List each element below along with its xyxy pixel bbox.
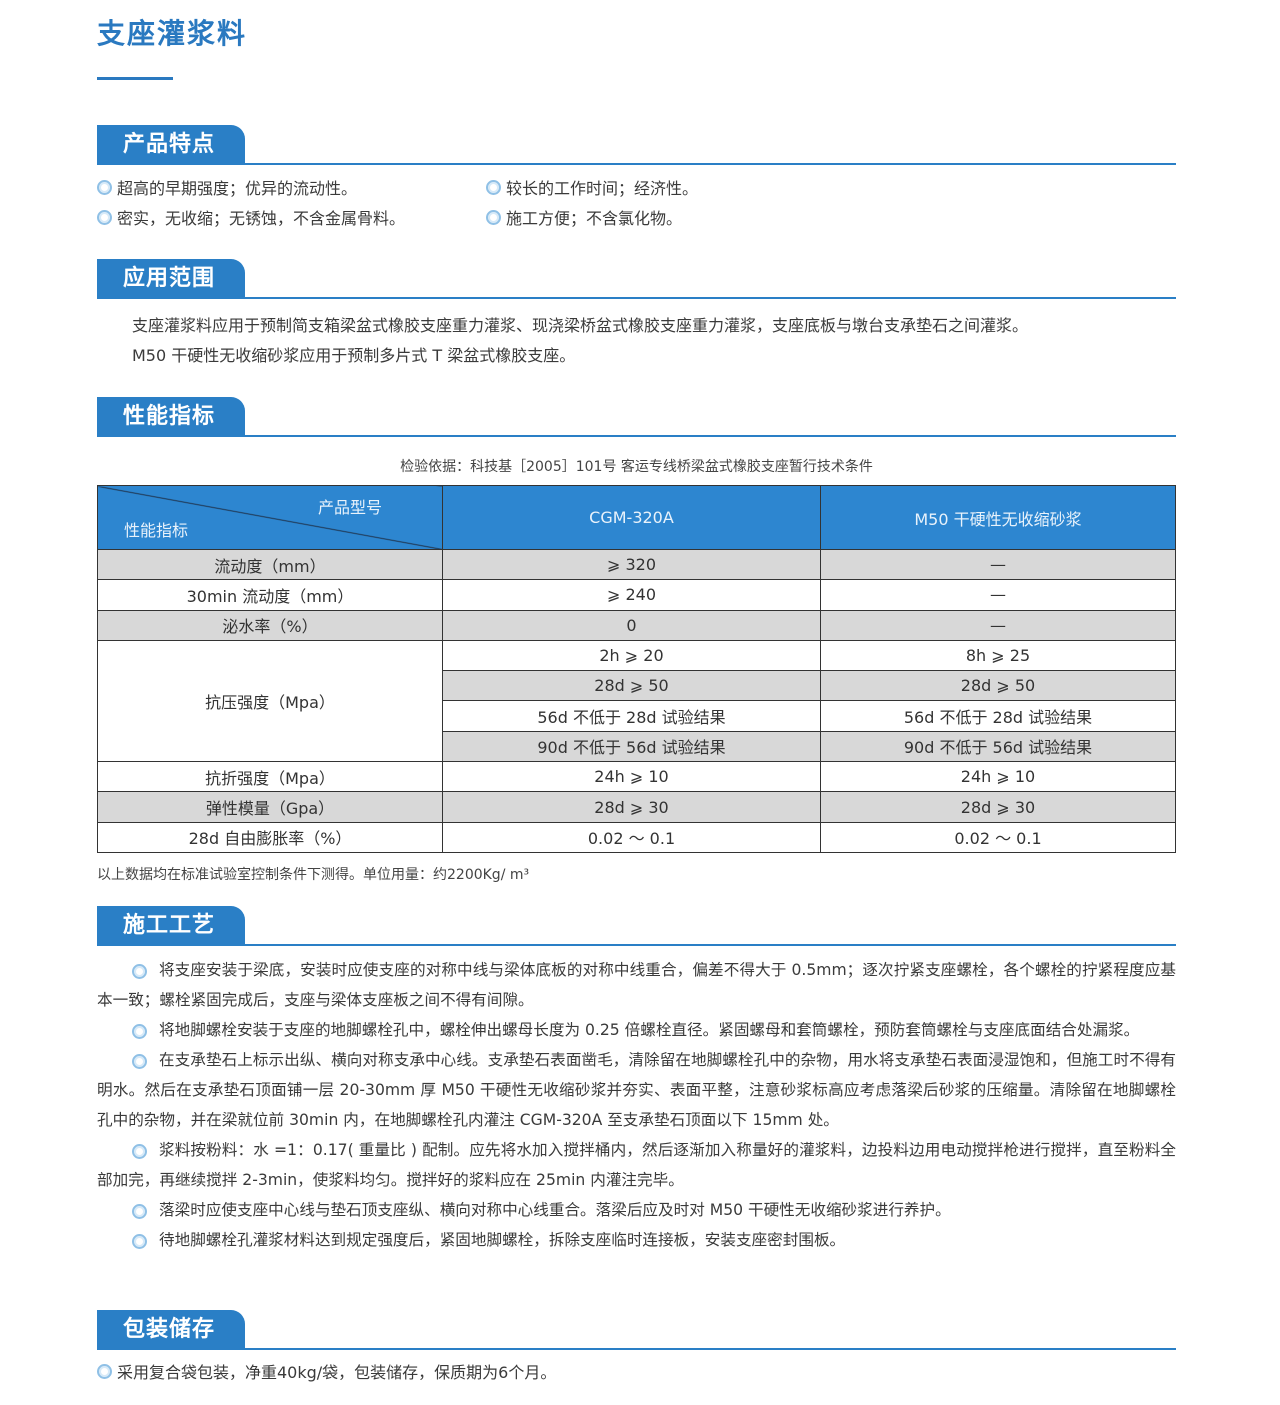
table-cell: 28d 自由膨胀率（%） <box>97 821 443 853</box>
table-row: 30min 流动度（mm） ⩾ 240— <box>97 579 1176 611</box>
table-cell: — <box>820 609 1176 641</box>
table-cell: 0 <box>442 609 821 641</box>
table-cell: 弹性模量（Gpa） <box>97 791 443 823</box>
process-step: 在支承垫石上标示出纵、横向对称支承中心线。支承垫石表面凿毛，清除留在地脚螺栓孔中… <box>97 1045 1176 1135</box>
table-row: 抗折强度（Mpa） 24h ⩾ 10 24h ⩾ 10 <box>97 761 1176 793</box>
table-cell: 抗压强度（Mpa） <box>97 639 443 763</box>
table-row: 流动度（mm） ⩾ 320— <box>97 548 1176 581</box>
table-cell: 30min 流动度（mm） <box>97 579 443 611</box>
table-cell: ⩾ 240 <box>442 579 821 611</box>
table-footnote: 以上数据均在标准试验室控制条件下测得。单位用量：约2200Kg/ m³ <box>97 867 530 883</box>
table-row: 抗压强度（Mpa） 2h ⩾ 20 8h ⩾ 25 <box>97 639 1176 763</box>
table-cell: 2h ⩾ 20 <box>442 639 821 672</box>
table-cell: 56d 不低于 28d 试验结果 <box>442 700 821 732</box>
column-header: CGM-320A <box>442 485 821 550</box>
table-cell: 56d 不低于 28d 试验结果 <box>820 700 1176 732</box>
process-step: 待地脚螺栓孔灌浆材料达到规定强度后，紧固地脚螺栓，拆除支座临时连接板，安装支座密… <box>97 1225 1176 1255</box>
table-cell: 28d ⩾ 30 <box>820 791 1176 823</box>
section-title: 产品特点 <box>97 125 245 163</box>
feature-item: 较长的工作时间；经济性。 <box>486 174 698 204</box>
table-cell: 流动度（mm） <box>97 548 443 581</box>
process-step: 浆料按粉料：水 =1：0.17( 重量比 ) 配制。应先将水加入搅拌桶内，然后逐… <box>97 1135 1176 1195</box>
performance-table: 产品型号 性能指标 CGM-320A M50 干硬性无收缩砂浆 流动度（mm） ⩾ … <box>97 485 1176 853</box>
table-cell: 24h ⩾ 10 <box>442 761 821 793</box>
section-title: 应用范围 <box>97 259 245 297</box>
table-cell: 产品型号 性能指标 CGM-320A M50 干硬性无收缩砂浆 <box>97 485 1176 550</box>
table-cell: 28d ⩾ 50 <box>820 670 1176 702</box>
section-title: 性能指标 <box>97 397 245 435</box>
table-cell: 90d 不低于 56d 试验结果 <box>442 730 821 763</box>
table-cell: 泌水率（%） <box>97 609 443 641</box>
scope-line: 支座灌浆料应用于预制简支箱梁盆式橡胶支座重力灌浆、现浇梁桥盆式橡胶支座重力灌浆，… <box>132 316 1029 335</box>
table-cell: 28d ⩾ 30 <box>442 791 821 823</box>
table-cell: ⩾ 320 <box>442 548 821 581</box>
table-cell: 28d ⩾ 50 <box>442 670 821 702</box>
section-title: 包装储存 <box>97 1310 245 1348</box>
section-header-process: 施工工艺 <box>97 906 1176 946</box>
section-header-scope: 应用范围 <box>97 259 1176 299</box>
section-header-features: 产品特点 <box>97 125 1176 165</box>
table-cell: 90d 不低于 56d 试验结果 <box>820 730 1176 763</box>
table-row: 28d ⩾ 50 28d ⩾ 50 <box>98 670 1176 702</box>
column-header: M50 干硬性无收缩砂浆 <box>820 485 1176 550</box>
table-row: 28d 自由膨胀率（%） 0.02 ～ 0.1 0.02 ～ 0.1 <box>97 821 1176 853</box>
table-cell: 0.02 ～ 0.1 <box>442 821 821 853</box>
table-row: 90d 不低于 56d 试验结果 90d 不低于 56d 试验结果 <box>98 730 1176 763</box>
table-cell: 24h ⩾ 10 <box>820 761 1176 793</box>
table-cell: — <box>820 579 1176 611</box>
table-row: 56d 不低于 28d 试验结果 56d 不低于 28d 试验结果 <box>98 700 1176 732</box>
test-basis: 检验依据：科技基［2005］101号 客运专线桥梁盆式橡胶支座暂行技术条件 <box>400 459 873 475</box>
table-row: 弹性模量（Gpa） 28d ⩾ 30 28d ⩾ 30 <box>97 791 1176 823</box>
process-step: 落梁时应使支座中心线与垫石顶支座纵、横向对称中心线重合。落梁后应及时对 M50 … <box>97 1195 1176 1225</box>
packaging-item: 采用复合袋包装，净重40kg/袋，包装储存，保质期为6个月。 <box>97 1358 556 1388</box>
table-cell: — <box>820 548 1176 581</box>
section-header-performance: 性能指标 <box>97 397 1176 437</box>
table-cell: 0.02 ～ 0.1 <box>820 821 1176 853</box>
feature-item: 超高的早期强度；优异的流动性。 <box>97 174 357 204</box>
table-row: 泌水率（%） 0— <box>97 609 1176 641</box>
table-cell: 抗折强度（Mpa） <box>97 761 443 793</box>
corner-header: 产品型号 性能指标 <box>97 485 443 550</box>
process-steps: 将支座安装于梁底，安装时应使支座的对称中线与梁体底板的对称中线重合，偏差不得大于… <box>97 955 1176 1255</box>
title-underline <box>97 77 173 80</box>
scope-line: M50 干硬性无收缩砂浆应用于预制多片式 T 梁盆式橡胶支座。 <box>132 346 576 365</box>
process-step: 将支座安装于梁底，安装时应使支座的对称中线与梁体底板的对称中线重合，偏差不得大于… <box>97 955 1176 1015</box>
feature-item: 施工方便；不含氯化物。 <box>486 204 682 234</box>
table-cell: 8h ⩾ 25 <box>820 639 1176 672</box>
feature-item: 密实，无收缩；无锈蚀，不含金属骨料。 <box>97 204 405 234</box>
page-title: 支座灌浆料 <box>97 17 248 50</box>
process-step: 将地脚螺栓安装于支座的地脚螺栓孔中，螺栓伸出螺母长度为 0.25 倍螺栓直径。紧… <box>97 1015 1176 1045</box>
section-title: 施工工艺 <box>97 906 245 944</box>
section-header-packaging: 包装储存 <box>97 1310 1176 1350</box>
